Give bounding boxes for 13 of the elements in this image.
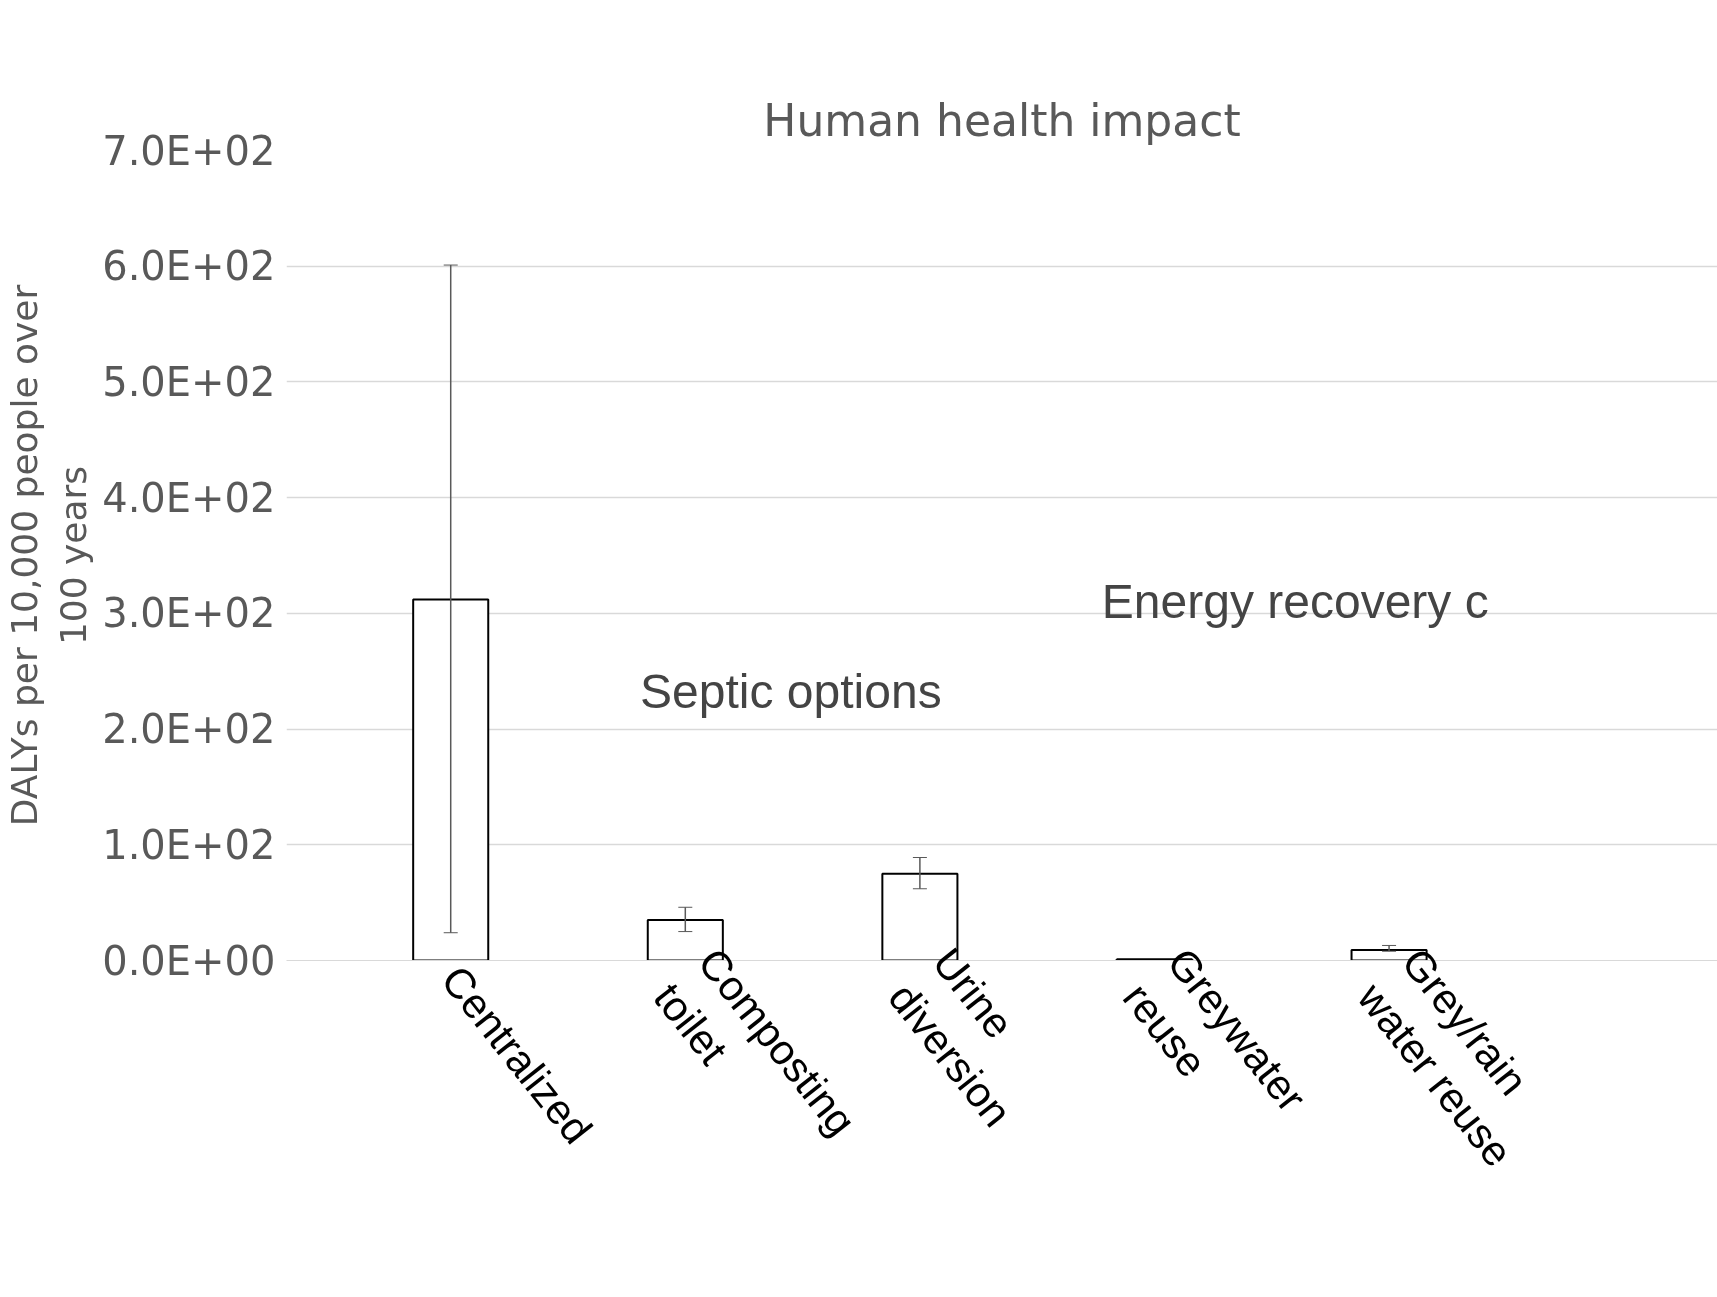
y-axis-title: DALYs per 10,000 people over 100 years: [4, 284, 95, 827]
y-tick-label: 1.0E+02: [102, 821, 276, 868]
y-tick-label: 0.0E+00: [102, 937, 276, 984]
y-tick-label: 7.0E+02: [102, 127, 276, 174]
y-tick-label: 5.0E+02: [102, 358, 276, 405]
chart-title: Human health impact: [763, 94, 1241, 146]
y-tick-label: 4.0E+02: [102, 474, 276, 521]
annotation: Septic options: [640, 664, 942, 718]
y-tick-label: 6.0E+02: [102, 243, 276, 290]
y-tick-label: 2.0E+02: [102, 706, 276, 753]
annotation: Energy recovery c: [1101, 575, 1489, 629]
bar: [412, 598, 490, 961]
y-tick-label: 3.0E+02: [102, 590, 276, 637]
